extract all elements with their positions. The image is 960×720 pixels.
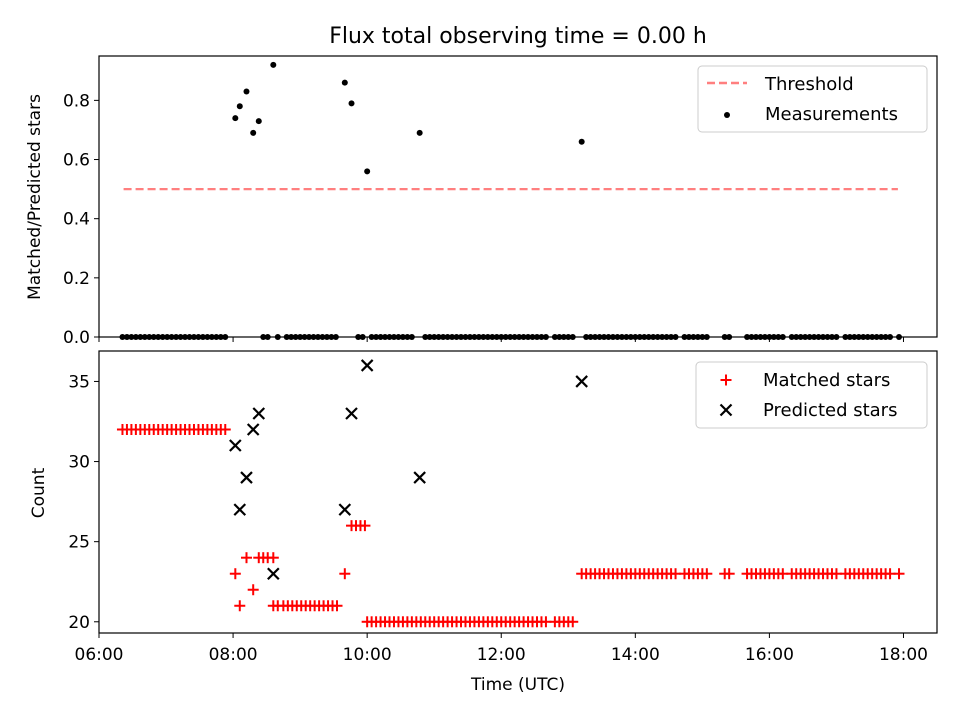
legend-measurements-label: Measurements [765,104,898,125]
top-panel: 0.00.20.40.60.8 Matched/Predicted stars … [25,55,938,348]
matched-star-point [247,584,259,596]
top-legend-box [697,65,928,133]
x-tick-label: 18:00 [879,645,928,665]
top-y-axis-label: Matched/Predicted stars [25,94,45,300]
measurement-point [243,88,250,95]
x-tick-label: 06:00 [75,645,124,665]
measurement-point [250,129,257,136]
legend-threshold-label: Threshold [764,74,854,95]
measurement-point [255,118,262,125]
matched-star-point [229,568,241,580]
measurement-point [364,168,371,175]
x-tick-label: 12:00 [477,645,526,665]
measurement-point [348,100,355,107]
bottom-x-ticks: 06:00 08:00 10:00 12:00 14:00 16:00 18:00 [75,633,928,665]
matched-star-point [219,424,231,436]
legend-matched-label: Matched stars [763,370,890,391]
predicted-star-point [246,423,260,436]
bottom-y-axis-label: Count [29,467,49,518]
predicted-star-point [229,439,242,452]
predicted-star-points [229,359,588,580]
predicted-star-point [338,503,352,516]
measurement-point [236,103,243,110]
legend-predicted-label: Predicted stars [763,400,897,421]
chart-title: Flux total observing time = 0.00 h [329,24,707,49]
matched-star-point [893,568,905,580]
matched-star-point [701,568,713,580]
matched-star-point [723,568,735,580]
top-axes-frame [98,55,938,338]
predicted-star-point [267,567,280,580]
legend-predicted-swatch [719,403,733,417]
legend-measurements-swatch [724,112,730,118]
predicted-star-point [345,407,358,420]
legend-x-marker [719,403,733,417]
measurement-point [341,79,348,86]
matched-star-points [116,424,905,628]
bottom-y-tick-label: 25 [68,533,90,553]
measurement-point [270,61,277,68]
top-legend: Threshold Measurements [697,65,928,133]
top-y-ticks: 0.0 0.2 0.4 0.6 0.8 [63,91,99,348]
predicted-star-point [233,503,247,516]
top-y-tick-label: 0.6 [63,151,90,171]
measurement-point [416,129,423,136]
bottom-legend: Matched stars Predicted stars [695,361,928,429]
x-tick-label: 10:00 [343,645,392,665]
matched-star-point [267,552,279,564]
bottom-y-tick-label: 20 [68,613,90,633]
top-y-tick-label: 0.2 [63,269,90,289]
bottom-axes-frame [98,350,938,634]
predicted-star-point [252,407,266,420]
bottom-panel: 20 25 30 35 06:00 08:00 10:00 12:00 14:00 16:00 1… [29,350,938,695]
top-y-tick-label: 0.4 [63,210,90,230]
matched-star-point [359,520,371,532]
legend-plus-marker [720,374,732,386]
x-axis-label: Time (UTC) [470,675,565,695]
bottom-y-tick-label: 30 [68,453,90,473]
predicted-star-point [240,471,253,484]
legend-matched-swatch [720,374,732,386]
predicted-star-point [413,471,426,484]
matched-star-point [339,568,351,580]
x-tick-label: 08:00 [209,645,258,665]
bottom-legend-box [695,361,928,429]
bottom-y-tick-label: 35 [68,372,90,392]
x-tick-label: 16:00 [745,645,794,665]
measurement-point [232,115,239,122]
top-y-tick-label: 0.8 [63,91,90,111]
top-y-tick-label: 0.0 [63,328,90,348]
matched-star-point [567,616,579,628]
matched-star-point [331,600,343,612]
x-tick-label: 14:00 [611,645,660,665]
predicted-star-point [360,359,374,372]
matched-star-point [234,600,246,612]
predicted-star-point [575,375,588,388]
bottom-y-ticks: 20 25 30 35 [68,372,99,633]
measurement-point [578,138,585,145]
matched-star-point [240,552,252,564]
